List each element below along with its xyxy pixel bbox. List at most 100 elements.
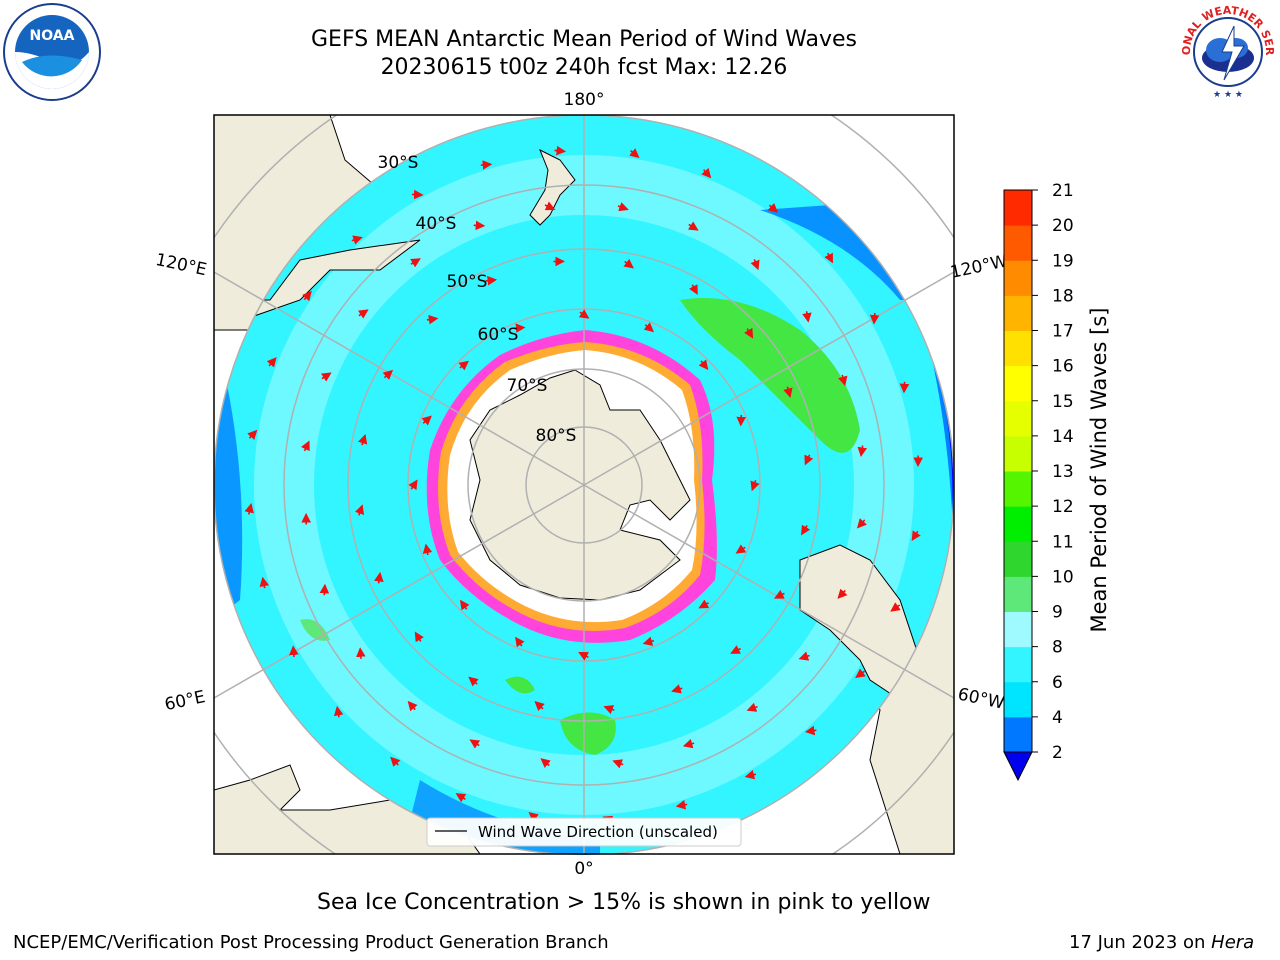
colorbar-tick-label: 19 <box>1052 251 1074 271</box>
wind-wave-arrow <box>767 202 779 213</box>
colorbar-bin <box>1004 295 1032 331</box>
wind-wave-arrow <box>410 258 421 268</box>
wind-wave-arrow <box>855 668 866 679</box>
wind-wave-arrow <box>411 189 424 200</box>
wind-wave-arrow <box>578 651 589 661</box>
colorbar-bin <box>1004 190 1032 226</box>
wind-wave-arrow <box>289 645 299 658</box>
wind-wave-arrow <box>802 311 812 323</box>
wind-wave-arrow <box>629 148 640 159</box>
wind-wave-arrow <box>671 684 683 694</box>
colorbar-tick-label: 17 <box>1052 322 1074 342</box>
wind-wave-arrow <box>301 440 310 452</box>
colorbar-bin <box>1004 400 1032 437</box>
wind-wave-arrow <box>544 201 556 211</box>
wind-wave-arrow <box>643 322 655 333</box>
wind-wave-arrow <box>687 221 699 231</box>
noaa-logo-text: NOAA <box>30 28 75 44</box>
wind-wave-arrow <box>244 503 254 515</box>
colorbar-tick-label: 14 <box>1052 427 1074 447</box>
wind-wave-arrow <box>750 480 760 492</box>
wind-wave-arrow <box>744 327 754 339</box>
wind-wave-arrow <box>374 571 384 584</box>
chart-title: GEFS MEAN Antarctic Mean Period of Wind … <box>311 27 857 52</box>
wind-wave-arrow <box>698 599 710 609</box>
wind-wave-arrow <box>266 357 277 368</box>
colorbar-tick-label: 12 <box>1052 497 1074 517</box>
graticule <box>214 115 954 854</box>
wind-wave-arrow <box>468 676 479 687</box>
wind-wave-arrow <box>458 360 469 371</box>
wind-wave-arrow <box>354 504 365 516</box>
wind-wave-arrow <box>578 309 590 319</box>
wind-wave-arrow <box>701 167 712 179</box>
wind-wave-arrow <box>698 359 709 370</box>
wind-wave-arrow <box>320 372 332 382</box>
wind-wave-arrow <box>857 445 868 457</box>
wind-wave-arrow <box>426 314 439 325</box>
wind-wave-arrow <box>837 588 848 599</box>
wind-wave-arrow <box>642 636 655 646</box>
wind-wave-arrow <box>736 414 746 427</box>
nws-logo: NATIONAL WEATHER SERVICE ★ ★ ★ <box>1173 0 1278 102</box>
lat-label-60s: 60°S <box>478 325 519 345</box>
lat-label-70s: 70°S <box>507 376 548 396</box>
wind-wave-arrow <box>382 369 393 380</box>
lon-label-60e: 60°E <box>163 687 207 715</box>
wind-wave-arrow <box>617 202 629 212</box>
wind-wave-arrow <box>612 759 624 769</box>
wind-wave-arrow <box>473 220 486 231</box>
colorbar-bin <box>1004 435 1032 472</box>
land-new-zealand <box>529 148 576 226</box>
wind-wave-arrow <box>356 647 366 659</box>
wind-wave-arrow <box>682 739 695 749</box>
wind-wave-arrow <box>513 323 526 333</box>
wind-wave-arrow <box>804 725 817 736</box>
colorbar-tick-label: 8 <box>1052 638 1063 658</box>
colorbar-tick-label: 10 <box>1052 567 1074 587</box>
chart-subtitle: 20230615 t00z 240h fcst Max: 12.26 <box>380 55 788 80</box>
footer-left: NCEP/EMC/Verification Post Processing Pr… <box>13 932 609 953</box>
wind-wave-arrow <box>798 651 810 661</box>
colorbar-tick-label: 9 <box>1052 603 1063 623</box>
wind-wave-arrow <box>534 701 545 712</box>
wind-wave-arrow <box>247 429 258 441</box>
wind-wave-arrow <box>390 756 401 767</box>
footer-host: Hera <box>1211 932 1255 953</box>
colorbar-bin <box>1004 576 1032 612</box>
colorbar-bin <box>1004 471 1032 507</box>
wind-wave-arrow <box>911 530 921 542</box>
wind-wave-arrow <box>824 252 833 264</box>
wind-wave-arrow <box>554 145 567 156</box>
land-antarctica <box>469 369 691 601</box>
colorbar-bin <box>1004 681 1032 718</box>
wind-wave-arrow <box>480 160 493 170</box>
wind-wave-arrow <box>838 374 848 387</box>
wind-wave-arrow <box>899 381 910 394</box>
colorbar-tick-label: 13 <box>1052 462 1074 482</box>
lat-label-30s: 30°S <box>378 153 419 173</box>
wind-wave-arrow <box>801 524 811 536</box>
colorbar-bin <box>1004 646 1032 683</box>
legend-label: Wind Wave Direction (unscaled) <box>478 823 718 841</box>
wind-wave-arrow <box>455 793 467 803</box>
lat-label-40s: 40°S <box>416 214 457 234</box>
map-legend: Wind Wave Direction (unscaled) <box>426 817 742 847</box>
colorbar-bin <box>1004 225 1032 261</box>
wind-wave-arrow <box>856 518 867 529</box>
colorbar-tick-label: 11 <box>1052 532 1074 552</box>
colorbar-bin <box>1004 365 1032 402</box>
wind-wave-arrow <box>675 800 688 810</box>
lon-label-0: 0° <box>574 859 593 879</box>
footer-date: 17 Jun 2023 on <box>1069 932 1212 953</box>
land-africa <box>214 764 481 854</box>
noaa-logo: NOAA <box>2 2 102 102</box>
colorbar-label: Mean Period of Wind Waves [s] <box>1087 308 1111 633</box>
colorbar-extend-below <box>1003 751 1033 782</box>
wind-wave-arrow <box>408 479 418 491</box>
lon-label-120w: 120°W <box>949 251 1010 283</box>
colorbar-bin <box>1004 716 1032 753</box>
wind-wave-arrow <box>750 259 760 271</box>
colorbar-tick-label: 18 <box>1052 286 1074 306</box>
